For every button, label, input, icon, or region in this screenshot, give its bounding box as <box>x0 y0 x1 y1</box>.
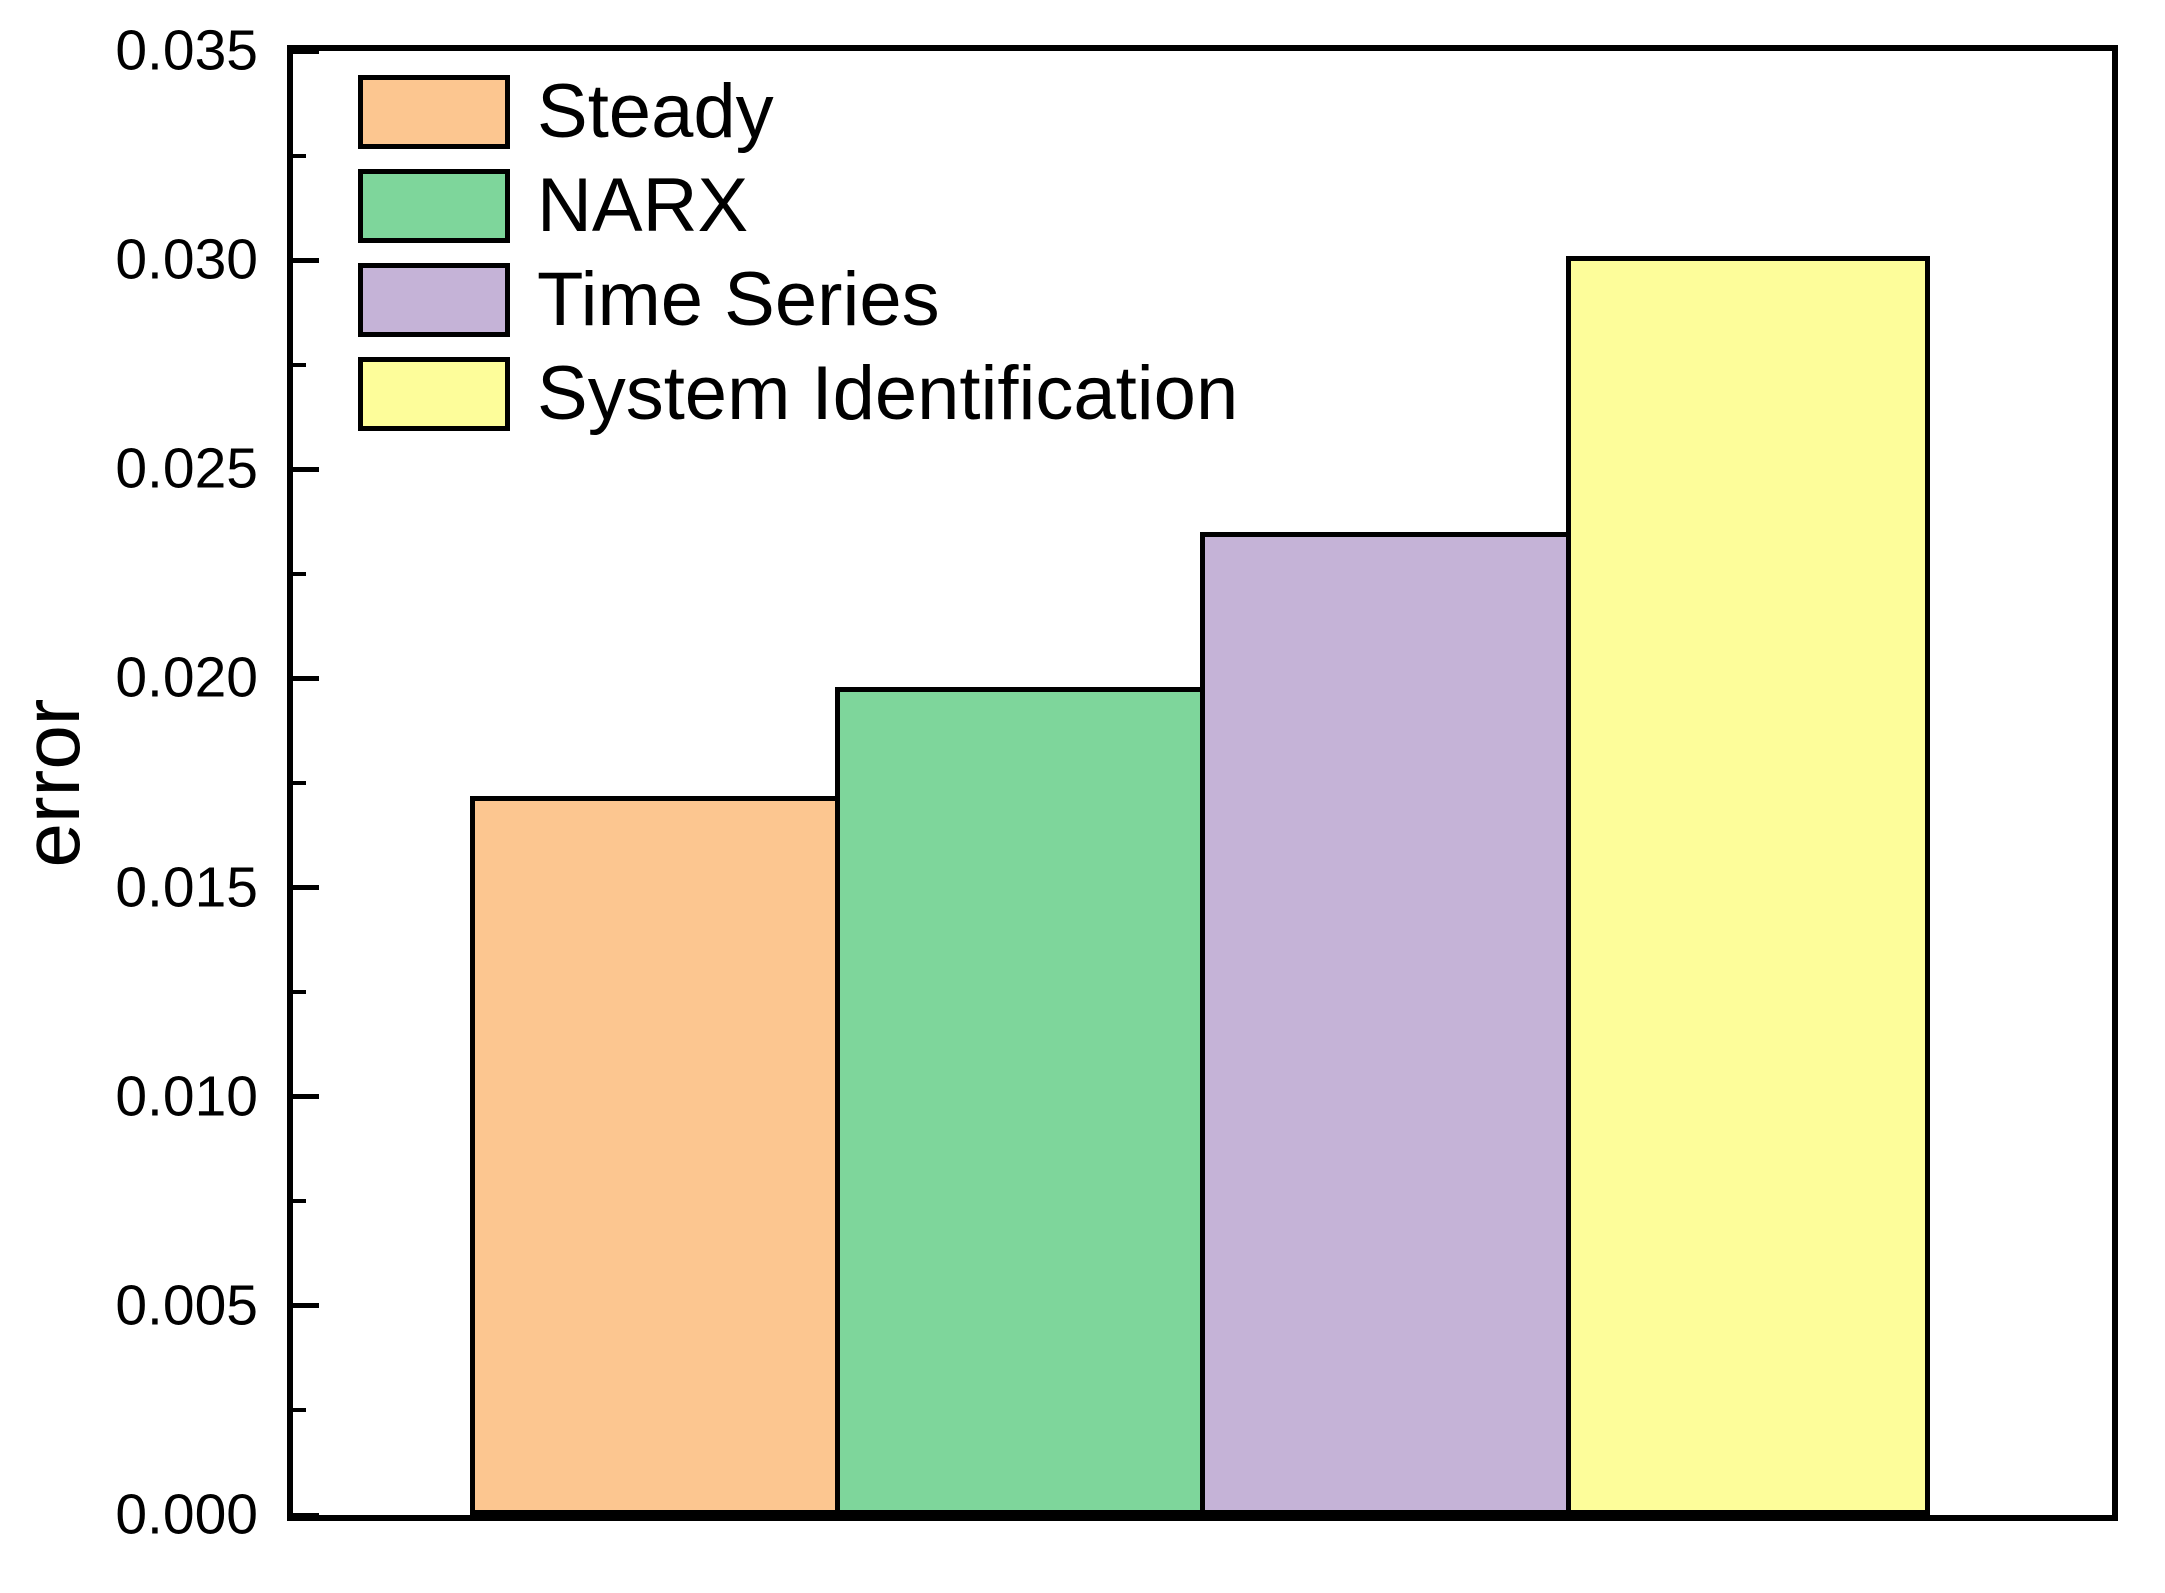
y-axis-title: error <box>7 698 96 868</box>
legend-label: Steady <box>537 69 774 154</box>
legend-item-system-identification: System Identification <box>358 351 1239 436</box>
y-tick-label: 0.020 <box>115 645 258 710</box>
y-major-tick <box>293 885 319 891</box>
y-minor-tick <box>293 1199 306 1204</box>
y-minor-tick <box>293 571 306 576</box>
y-minor-tick <box>293 153 306 158</box>
y-minor-tick <box>293 1408 306 1413</box>
y-tick-label: 0.030 <box>115 227 258 292</box>
y-major-tick <box>293 466 319 472</box>
y-tick-label: 0.035 <box>115 18 258 83</box>
y-major-tick <box>293 1512 319 1518</box>
legend-swatch-time-series <box>358 263 510 337</box>
legend-item-time-series: Time Series <box>358 257 1238 342</box>
y-major-tick <box>293 48 319 54</box>
y-major-tick <box>293 1094 319 1100</box>
y-tick-label: 0.010 <box>115 1064 258 1129</box>
y-tick-label: 0.015 <box>115 855 258 920</box>
y-major-tick <box>293 675 319 681</box>
legend-label: Time Series <box>537 257 940 342</box>
legend-swatch-narx <box>358 169 510 243</box>
legend-label: NARX <box>537 163 749 248</box>
y-major-tick <box>293 1303 319 1309</box>
legend-item-narx: NARX <box>358 163 1238 248</box>
y-tick-label: 0.005 <box>115 1273 258 1338</box>
legend-item-steady: Steady <box>358 69 1238 154</box>
y-minor-tick <box>293 781 306 785</box>
y-minor-tick <box>293 362 306 367</box>
bar-time-series <box>1200 532 1571 1515</box>
bar-system-identification <box>1566 256 1930 1515</box>
legend-label: System Identification <box>537 351 1239 436</box>
y-tick-label: 0.025 <box>115 436 258 501</box>
y-tick-label: 0.000 <box>115 1482 258 1547</box>
legend-swatch-steady <box>358 75 510 149</box>
bar-steady <box>470 796 840 1515</box>
legend: Steady NARX Time Series System Identificati… <box>358 69 1239 451</box>
bar-narx <box>835 687 1205 1515</box>
y-minor-tick <box>293 990 306 995</box>
plot-area: Steady NARX Time Series System Identificati… <box>287 45 2118 1521</box>
y-major-tick <box>293 257 319 263</box>
legend-swatch-system-identification <box>358 357 510 431</box>
